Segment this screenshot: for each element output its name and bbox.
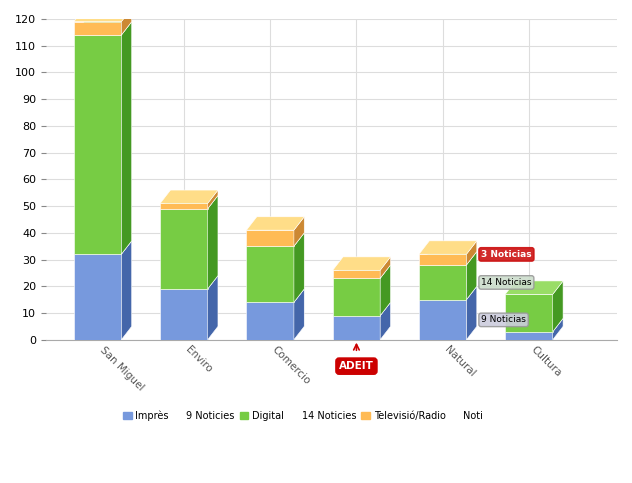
Polygon shape (74, 35, 121, 254)
Legend: Imprès, 9 Noticies, Digital, 14 Noticies, Televisió/Radio, Noti: Imprès, 9 Noticies, Digital, 14 Noticies… (119, 406, 487, 425)
Polygon shape (505, 318, 563, 332)
Polygon shape (419, 254, 466, 265)
Polygon shape (466, 241, 477, 265)
Polygon shape (380, 265, 391, 316)
Text: ADEIT: ADEIT (339, 361, 374, 371)
Polygon shape (74, 254, 121, 340)
Polygon shape (466, 286, 477, 340)
Polygon shape (160, 276, 218, 289)
Polygon shape (121, 241, 131, 340)
Polygon shape (160, 203, 208, 209)
Polygon shape (332, 302, 391, 316)
Polygon shape (74, 22, 121, 35)
Polygon shape (505, 281, 563, 294)
Polygon shape (419, 252, 477, 265)
Text: 14 Noticias: 14 Noticias (481, 278, 532, 287)
Polygon shape (419, 241, 477, 254)
Polygon shape (74, 241, 131, 254)
Polygon shape (74, 8, 131, 22)
Polygon shape (466, 252, 477, 299)
Polygon shape (160, 289, 208, 340)
Polygon shape (246, 246, 294, 302)
Polygon shape (74, 22, 131, 35)
Polygon shape (160, 190, 218, 203)
Polygon shape (208, 276, 218, 340)
Polygon shape (160, 209, 208, 289)
Polygon shape (208, 190, 218, 209)
Polygon shape (246, 233, 304, 246)
Polygon shape (332, 316, 380, 340)
Polygon shape (380, 257, 391, 278)
Polygon shape (505, 294, 553, 332)
Polygon shape (160, 196, 218, 209)
Polygon shape (419, 286, 477, 299)
Polygon shape (294, 217, 304, 246)
Polygon shape (419, 299, 466, 340)
Polygon shape (332, 278, 380, 316)
Polygon shape (380, 302, 391, 340)
Polygon shape (121, 22, 131, 254)
Polygon shape (294, 233, 304, 302)
Text: 3 Noticias: 3 Noticias (481, 250, 532, 259)
Polygon shape (553, 318, 563, 340)
Polygon shape (246, 302, 294, 340)
Polygon shape (332, 270, 380, 278)
Polygon shape (246, 289, 304, 302)
Polygon shape (246, 217, 304, 230)
Polygon shape (505, 332, 553, 340)
Polygon shape (553, 281, 563, 332)
Polygon shape (246, 230, 294, 246)
Polygon shape (208, 196, 218, 289)
Polygon shape (121, 8, 131, 35)
Polygon shape (332, 265, 391, 278)
Polygon shape (419, 265, 466, 299)
Polygon shape (294, 289, 304, 340)
Polygon shape (332, 257, 391, 270)
Text: 9 Noticias: 9 Noticias (481, 315, 526, 325)
